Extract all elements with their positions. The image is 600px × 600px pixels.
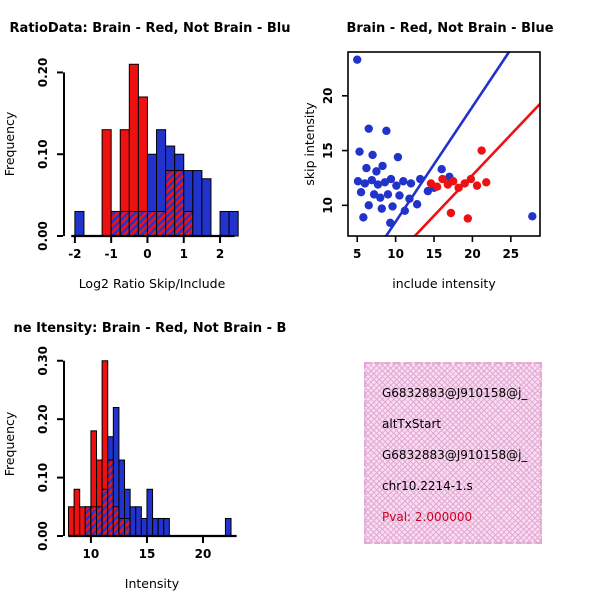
svg-text:-2: -2: [68, 247, 81, 261]
scatter-title: Brain - Red, Not Brain - Blue: [346, 21, 554, 36]
event-type-text: altTxStart: [382, 417, 442, 431]
gene-intensity-histogram-title: ne Itensity: Brain - Red, Not Brain - B: [13, 321, 287, 336]
panel-intensity-scatter: Brain - Red, Not Brain - Blue 5 10 15 20 25 1…: [300, 0, 600, 300]
intensity-scatter-chart: 5 10 15 20 25 10 15 20 include intensity skip int…: [302, 51, 541, 291]
svg-text:15: 15: [139, 547, 156, 561]
svg-text:include intensity: include intensity: [392, 276, 496, 291]
gene-intensity-histogram-chart: 10 15 20 0.00 0.10 0.20 0.30 Intensity Frequency: [2, 346, 237, 591]
svg-text:0.20: 0.20: [36, 58, 50, 88]
svg-text:0.00: 0.00: [36, 221, 50, 251]
svg-text:1: 1: [180, 247, 188, 261]
ratio-histogram-chart: -2 -1 0 1 2 0.00 0.10 0.20 Log2 Ratio Skip/Inclu…: [2, 58, 239, 291]
panel-info: G6832883@J910158@j_ altTxStart G6832883@…: [300, 300, 600, 600]
svg-text:10: 10: [321, 197, 335, 214]
svg-text:2: 2: [216, 247, 224, 261]
panel-ratio-histogram: RatioData: Brain - Red, Not Brain - Blu …: [0, 0, 300, 300]
svg-text:0.30: 0.30: [36, 346, 50, 376]
panel-gene-intensity-histogram: ne Itensity: Brain - Red, Not Brain - B …: [0, 300, 300, 600]
svg-text:0.00: 0.00: [36, 521, 50, 551]
svg-text:Intensity: Intensity: [125, 576, 180, 591]
svg-text:15: 15: [321, 142, 335, 159]
svg-text:skip intensity: skip intensity: [302, 102, 317, 186]
svg-text:20: 20: [321, 87, 335, 104]
ratio-histogram-title: RatioData: Brain - Red, Not Brain - Blu: [9, 21, 291, 36]
pval-text: Pval: 2.000000: [382, 510, 473, 524]
svg-text:0: 0: [143, 247, 151, 261]
probe-id-text: G6832883@J910158@j_: [382, 386, 528, 400]
locus-text: chr10.2214-1.s: [382, 479, 473, 493]
svg-text:10: 10: [83, 547, 100, 561]
svg-text:20: 20: [464, 247, 481, 261]
svg-text:0.10: 0.10: [36, 139, 50, 169]
svg-text:Frequency: Frequency: [2, 411, 17, 476]
svg-text:Frequency: Frequency: [2, 111, 17, 176]
svg-text:0.20: 0.20: [36, 404, 50, 434]
svg-text:-1: -1: [105, 247, 118, 261]
svg-text:5: 5: [353, 247, 361, 261]
svg-text:15: 15: [426, 247, 443, 261]
svg-text:0.10: 0.10: [36, 463, 50, 493]
probe-id-2-text: G6832883@J910158@j_: [382, 448, 528, 462]
svg-text:20: 20: [195, 547, 212, 561]
svg-text:25: 25: [502, 247, 519, 261]
svg-text:10: 10: [387, 247, 404, 261]
svg-text:Log2 Ratio Skip/Include: Log2 Ratio Skip/Include: [79, 276, 226, 291]
info-box: G6832883@J910158@j_ altTxStart G6832883@…: [364, 362, 542, 544]
